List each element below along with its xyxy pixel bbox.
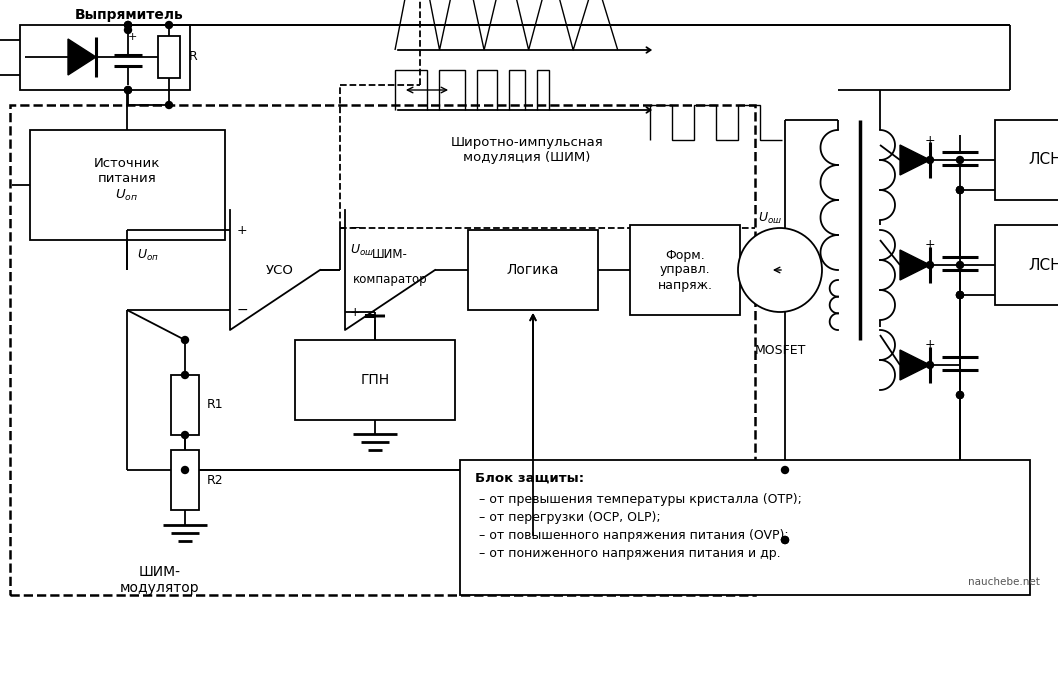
Text: – от перегрузки (OCP, OLP);: – от перегрузки (OCP, OLP); [475,512,660,524]
Bar [460,460,1030,595]
Polygon shape [900,250,930,280]
Text: ШИМ-
модулятор: ШИМ- модулятор [121,565,200,595]
Circle shape [125,22,131,29]
Circle shape [956,391,964,398]
Circle shape [125,87,131,94]
Text: −: − [236,303,248,317]
Circle shape [956,291,964,298]
Text: ЛСН: ЛСН [1028,153,1058,167]
Circle shape [782,466,788,473]
Circle shape [927,361,933,368]
Text: ЛСН: ЛСН [1028,258,1058,272]
Text: ШИМ-: ШИМ- [372,248,408,262]
Text: +: + [925,339,935,351]
Circle shape [956,186,964,193]
Text: −: − [349,221,361,235]
Text: $U_{ош}$: $U_{ош}$ [758,211,782,225]
Circle shape [182,466,188,473]
Text: – от повышенного напряжения питания (OVP);: – от повышенного напряжения питания (OVP… [475,529,788,542]
Bar [995,225,1058,305]
Text: Источник
питания
$U_{оп}$: Источник питания $U_{оп}$ [94,158,160,203]
Text: Блок защиты:: Блок защиты: [475,472,584,484]
Circle shape [182,337,188,344]
Circle shape [738,228,822,312]
Circle shape [956,391,964,398]
Bar [295,340,455,420]
Text: – от пониженного напряжения питания и др.: – от пониженного напряжения питания и др… [475,547,781,561]
Polygon shape [68,39,96,75]
Circle shape [182,431,188,438]
Circle shape [782,536,788,543]
Polygon shape [900,350,930,380]
Text: компаратор: компаратор [352,274,427,286]
Text: УСО: УСО [266,263,294,276]
Text: +: + [925,239,935,251]
Text: +: + [925,134,935,146]
Bar [630,225,740,315]
Bar [171,450,199,510]
Circle shape [782,536,788,543]
Circle shape [125,27,131,34]
Circle shape [927,262,933,269]
Text: +: + [237,223,248,237]
Circle shape [125,87,131,94]
Text: Форм.
управл.
напряж.: Форм. управл. напряж. [657,248,712,291]
Circle shape [165,22,172,29]
Circle shape [956,157,964,164]
Bar [158,36,180,78]
Text: $U_{оп}$: $U_{оп}$ [136,248,159,262]
Circle shape [956,291,964,298]
Circle shape [956,262,964,269]
Text: Логика: Логика [507,263,560,277]
Circle shape [182,372,188,379]
Text: – от превышения температуры кристалла (ОТР);: – от превышения температуры кристалла (О… [475,494,802,507]
Polygon shape [900,145,930,175]
Circle shape [956,291,964,298]
Circle shape [956,186,964,193]
Text: ГПН: ГПН [361,373,389,387]
Text: +: + [127,32,136,42]
Circle shape [165,102,172,108]
Text: Выпрямитель: Выпрямитель [75,8,184,22]
Text: Широтно-импульсная
модуляция (ШИМ): Широтно-импульсная модуляция (ШИМ) [451,136,603,164]
Bar [10,105,755,595]
Circle shape [125,22,131,29]
Text: R: R [188,50,198,64]
Text: R2: R2 [206,473,223,486]
Text: nauchebe.net: nauchebe.net [968,577,1040,587]
Circle shape [956,186,964,193]
Text: $U_{ош}$: $U_{ош}$ [350,242,375,258]
Bar [171,375,199,435]
Text: MOSFET: MOSFET [754,344,806,356]
Bar [995,120,1058,200]
Text: R1: R1 [206,398,223,412]
Bar [30,130,225,240]
Circle shape [927,157,933,164]
Bar [468,230,598,310]
Text: +: + [350,305,361,318]
Bar [20,25,190,90]
